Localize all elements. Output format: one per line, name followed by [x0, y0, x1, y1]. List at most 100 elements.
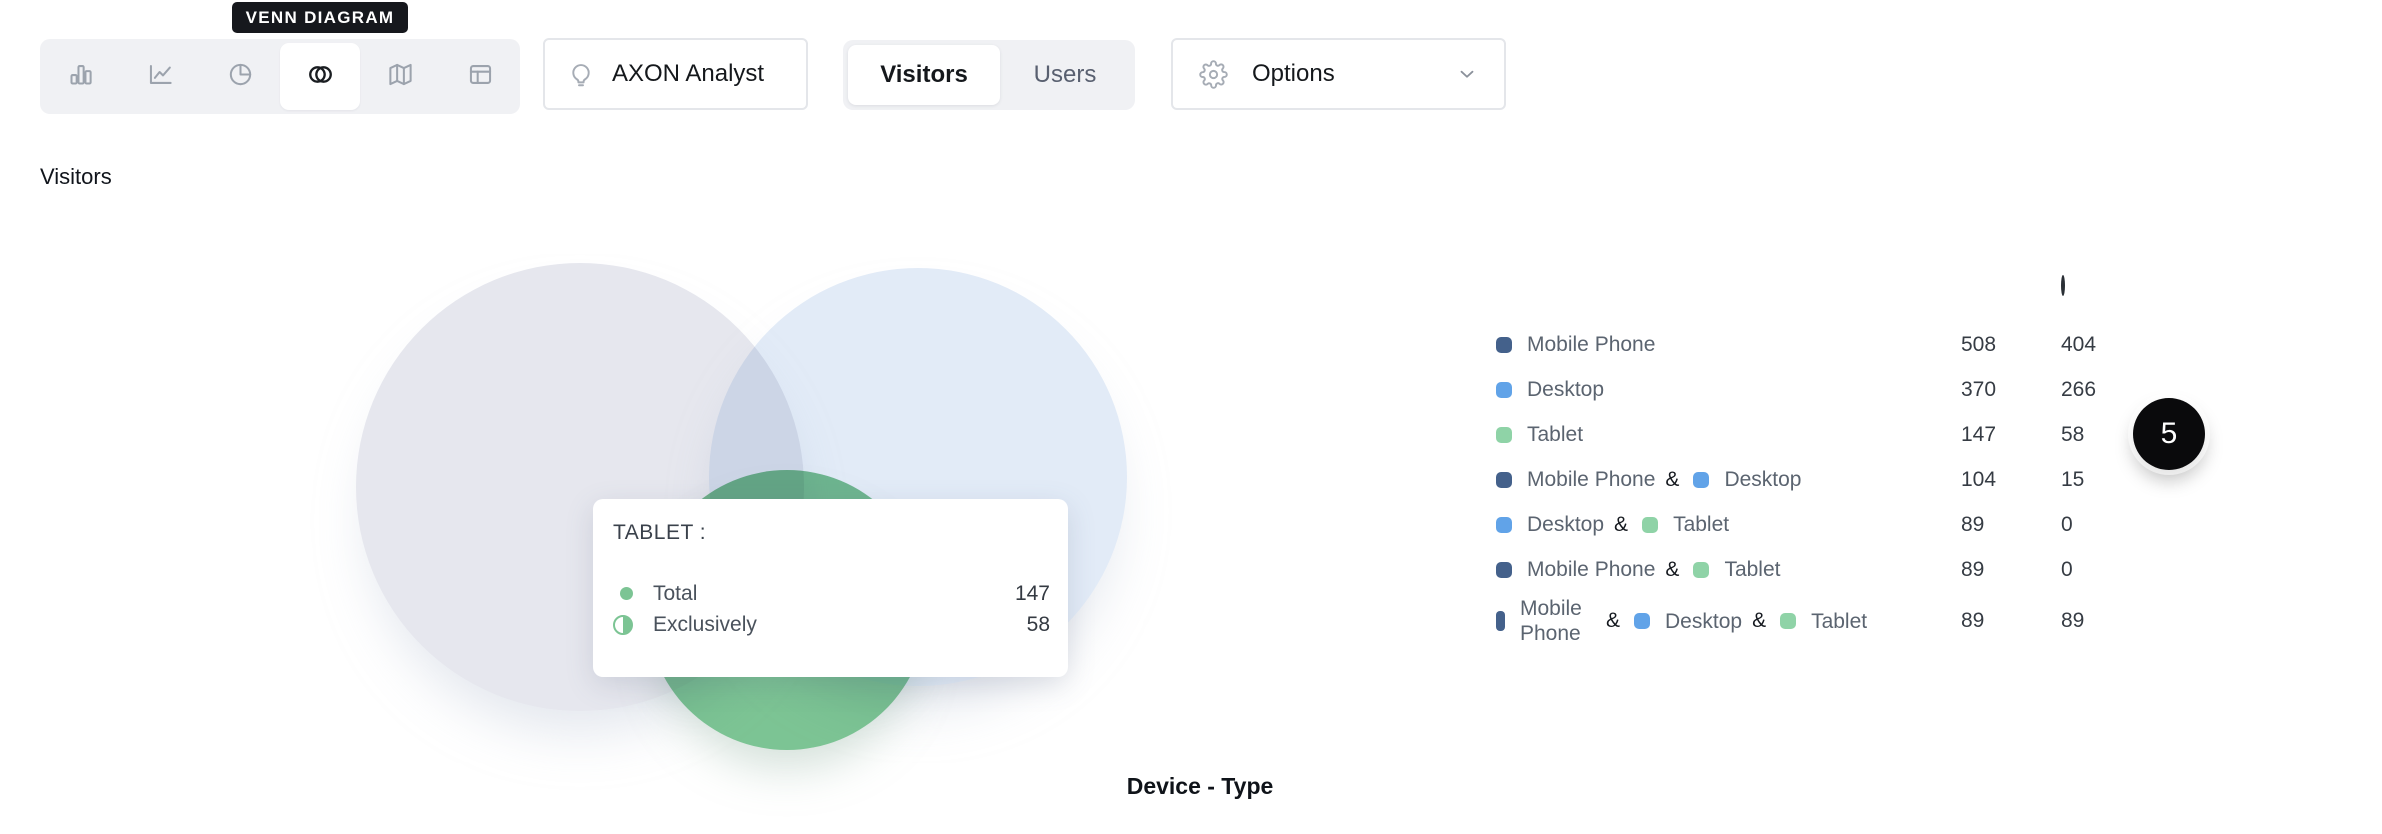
- legend-row-label: Mobile Phone & Desktop: [1496, 467, 1961, 492]
- desktop-swatch-icon: [1496, 381, 1512, 398]
- tablet-swatch-icon: [1780, 613, 1797, 629]
- legend-row[interactable]: Desktop & Tablet 89 0: [1496, 502, 2181, 547]
- legend-row[interactable]: Mobile Phone & Desktop & Tablet 89 89: [1496, 592, 2181, 650]
- legend-set-name: Desktop: [1527, 513, 1605, 536]
- legend-row[interactable]: Mobile Phone & Desktop 104 15: [1496, 457, 2181, 502]
- tab-visitors-label: Visitors: [880, 61, 968, 88]
- table-layout-icon: [467, 61, 494, 93]
- legend-exclusively-value: 58: [2061, 422, 2085, 446]
- page-title: Visitors: [40, 164, 112, 189]
- legend-row-label: Mobile Phone: [1496, 332, 1961, 357]
- legend-total-value: 508: [1961, 332, 1997, 356]
- tooltip-exclusively-label: Exclusively: [653, 612, 757, 636]
- chart-type-toolbar: [40, 39, 520, 114]
- chart-type-venn[interactable]: [280, 43, 360, 110]
- legend-row[interactable]: Desktop 370 266: [1496, 367, 2181, 412]
- venn-diagram-icon: [307, 61, 334, 93]
- legend-set-name: Desktop: [1665, 609, 1743, 633]
- tooltip-rows: Total 147 Exclusively 58: [613, 578, 1050, 640]
- ampersand: &: [1665, 557, 1680, 581]
- view-toggle: Visitors Users: [843, 40, 1135, 110]
- legend-row[interactable]: Tablet 147 58: [1496, 412, 2181, 457]
- gear-icon: [1199, 59, 1228, 89]
- legend-rows: Mobile Phone 508 404 Desktop 370 266 Tablet 147…: [1496, 322, 2181, 650]
- legend-set-name: Mobile Phone: [1527, 333, 1656, 356]
- legend-total-value: 147: [1961, 422, 1997, 446]
- chart-legend: Mobile Phone 508 404 Desktop 370 266 Tablet 147…: [1496, 266, 2181, 650]
- legend-set-name: Desktop: [1527, 378, 1605, 401]
- ampersand: &: [1752, 609, 1767, 632]
- legend-row-label: Mobile Phone & Tablet: [1496, 557, 1961, 582]
- tooltip-row-total: Total 147: [613, 578, 1050, 609]
- pie-chart-icon: [227, 61, 254, 93]
- tooltip-title: TABLET :: [613, 521, 707, 544]
- legend-set-name: Tablet: [1527, 423, 1584, 446]
- ampersand: &: [1614, 512, 1629, 536]
- venn-diagram-tooltip: VENN DIAGRAM: [232, 2, 408, 33]
- desktop-swatch-icon: [1634, 613, 1651, 629]
- axon-analyst-button[interactable]: AXON Analyst: [543, 38, 808, 110]
- tab-users-label: Users: [1033, 61, 1097, 88]
- legend-row-label: Mobile Phone & Desktop & Tablet: [1496, 596, 1961, 646]
- tab-users[interactable]: Users: [1000, 45, 1130, 105]
- legend-exclusively-value: 266: [2061, 377, 2097, 401]
- legend-exclusively-value: 15: [2061, 467, 2085, 491]
- exclusively-half-circle-header-icon: [2061, 275, 2065, 296]
- line-chart-icon: [147, 61, 174, 93]
- legend-row[interactable]: Mobile Phone 508 404: [1496, 322, 2181, 367]
- mobile-swatch-icon: [1496, 471, 1512, 488]
- tablet-swatch-icon: [1693, 561, 1710, 578]
- legend-row-label: Desktop & Tablet: [1496, 512, 1961, 537]
- chart-type-bar[interactable]: [40, 39, 120, 114]
- options-label: Options: [1252, 60, 1335, 87]
- chart-type-pie[interactable]: [200, 39, 280, 114]
- mobile-swatch-icon: [1496, 336, 1512, 353]
- mobile-swatch-icon: [1496, 561, 1512, 578]
- options-left-group: Options: [1199, 59, 1335, 89]
- desktop-swatch-icon: [1693, 471, 1710, 488]
- options-button[interactable]: Options: [1171, 38, 1506, 110]
- legend-exclusively-value: 0: [2061, 512, 2073, 536]
- map-icon: [387, 61, 414, 93]
- legend-set-name: Mobile Phone: [1520, 597, 1582, 645]
- legend-set-name: Desktop: [1724, 468, 1802, 491]
- tooltip-row-exclusively: Exclusively 58: [613, 609, 1050, 640]
- lightbulb-icon: [567, 60, 595, 88]
- chart-type-map[interactable]: [360, 39, 440, 114]
- total-dot-icon: [620, 587, 633, 600]
- legend-total-value: 89: [1961, 557, 1985, 581]
- ampersand: &: [1606, 609, 1621, 632]
- legend-set-name: Tablet: [1673, 513, 1730, 536]
- chart-hover-tooltip: TABLET : Total 147 Exclusively 58: [593, 499, 1068, 677]
- legend-exclusively-value: 404: [2061, 332, 2097, 356]
- legend-exclusively-value: 0: [2061, 557, 2073, 581]
- chart-type-table[interactable]: [440, 39, 520, 114]
- legend-exclusively-value: 89: [2061, 609, 2085, 632]
- legend-total-value: 370: [1961, 377, 1997, 401]
- tablet-swatch-icon: [1496, 426, 1512, 443]
- legend-row[interactable]: Mobile Phone & Tablet 89 0: [1496, 547, 2181, 592]
- count-badge-value: 5: [2160, 417, 2178, 450]
- tooltip-total-value: 147: [1014, 581, 1050, 605]
- tooltip-total-label: Total: [653, 581, 698, 605]
- legend-total-value: 89: [1961, 609, 1985, 632]
- mobile-swatch-icon: [1496, 611, 1505, 631]
- desktop-swatch-icon: [1496, 516, 1512, 533]
- tablet-swatch-icon: [1642, 516, 1659, 533]
- legend-set-name: Tablet: [1811, 609, 1868, 633]
- legend-row-label: Desktop: [1496, 377, 1961, 402]
- legend-total-value: 104: [1961, 467, 1997, 491]
- exclusively-half-circle-icon: [613, 614, 633, 635]
- venn-diagram-tooltip-text: VENN DIAGRAM: [245, 7, 395, 27]
- legend-row-label: Tablet: [1496, 422, 1961, 447]
- ampersand: &: [1665, 467, 1680, 491]
- count-badge: 5: [2133, 398, 2205, 470]
- chevron-down-icon: [1456, 63, 1478, 85]
- legend-set-name: Tablet: [1724, 558, 1781, 581]
- axon-analyst-label: AXON Analyst: [612, 60, 765, 87]
- legend-set-name: Mobile Phone: [1527, 468, 1656, 491]
- chart-type-line[interactable]: [120, 39, 200, 114]
- axis-label: Device - Type: [1126, 773, 1274, 799]
- tab-visitors[interactable]: Visitors: [848, 45, 1000, 105]
- legend-set-name: Mobile Phone: [1527, 558, 1656, 581]
